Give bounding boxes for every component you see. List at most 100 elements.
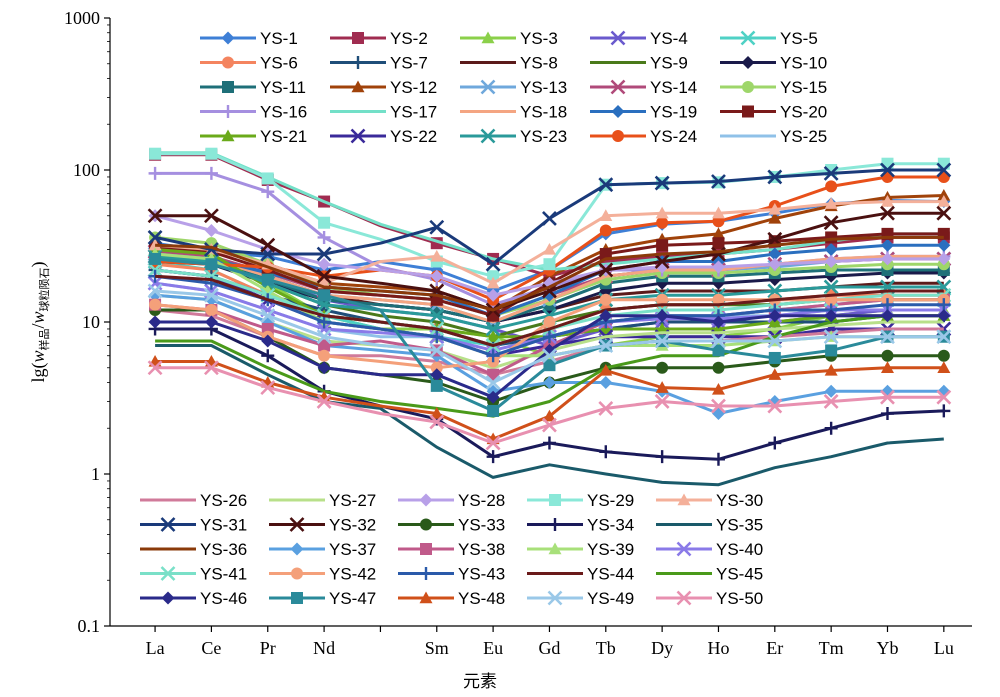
legend-entry-bg — [196, 125, 320, 147]
legend-label: YS-46 — [200, 589, 247, 608]
legend-entry-bg — [456, 76, 580, 98]
legend-marker — [480, 128, 496, 144]
legend-label: YS-23 — [520, 127, 567, 146]
data-point — [936, 162, 952, 178]
legend-entry-bg — [652, 538, 776, 560]
legend-entry-bg — [523, 562, 647, 585]
data-point — [430, 368, 444, 382]
legend-label: YS-25 — [780, 127, 827, 146]
data-point — [318, 349, 331, 362]
data-point — [203, 360, 219, 376]
legend-entry-bg — [586, 51, 710, 74]
legend-entry: YS-3 — [456, 27, 580, 49]
legend-label: YS-45 — [716, 565, 763, 584]
legend-entry-bg — [456, 51, 580, 74]
data-point — [824, 255, 838, 269]
legend-entry-bg — [456, 100, 580, 123]
legend-entry: YS-48 — [394, 587, 518, 609]
legend-label: YS-40 — [716, 540, 763, 559]
data-point — [429, 308, 445, 324]
x-tick-label: Gd — [538, 638, 560, 658]
legend-marker — [419, 591, 433, 604]
data-point — [149, 252, 162, 265]
data-point — [486, 288, 500, 302]
legend-entry: YS-7 — [326, 51, 450, 74]
series-ys-50 — [147, 360, 952, 451]
legend-label: YS-26 — [200, 491, 247, 510]
x-tick-label: Tm — [819, 638, 844, 658]
data-point — [318, 216, 331, 229]
legend-entry: YS-47 — [265, 587, 389, 609]
data-point — [711, 174, 726, 189]
legend-entry: YS-6 — [196, 51, 320, 74]
data-point — [654, 254, 670, 269]
legend-entry: YS-35 — [652, 513, 776, 536]
data-point — [712, 361, 725, 374]
data-point — [430, 249, 444, 262]
legend-label: YS-2 — [390, 29, 428, 48]
data-point — [260, 380, 276, 396]
data-point — [768, 202, 782, 215]
x-tick-label: Ce — [201, 638, 221, 658]
data-point — [937, 349, 950, 362]
legend-entry: YS-27 — [265, 489, 389, 511]
legend-marker — [351, 56, 365, 69]
data-point — [937, 361, 951, 373]
y-axis-title: lg(w样品/w球粒陨石) — [28, 261, 51, 382]
x-tick-label: Er — [766, 638, 783, 658]
legend-label: YS-4 — [650, 29, 688, 48]
data-point — [204, 315, 218, 329]
y-axis-title-part: lg( — [28, 363, 49, 383]
legend-label: YS-5 — [780, 29, 818, 48]
data-point — [881, 349, 894, 362]
y-axis-title-part: 球粒陨石 — [37, 267, 51, 311]
data-point — [485, 321, 501, 337]
legend-marker — [420, 518, 432, 531]
data-point — [260, 308, 276, 324]
data-point — [880, 162, 895, 178]
legend-entry-bg — [136, 538, 260, 560]
legend-marker — [676, 541, 692, 557]
legend-label: YS-42 — [329, 565, 376, 584]
data-point — [599, 209, 613, 221]
data-point — [937, 309, 951, 323]
data-point — [147, 208, 163, 224]
data-point — [768, 257, 782, 271]
data-point — [655, 450, 669, 464]
legend-marker — [291, 567, 303, 580]
data-point — [316, 268, 332, 284]
legend-label: YS-17 — [390, 103, 437, 122]
data-point — [768, 436, 782, 450]
legend-entry-bg — [456, 125, 580, 147]
legend-entry: YS-32 — [265, 513, 389, 536]
legend-marker — [610, 79, 626, 95]
legend-marker — [221, 31, 235, 45]
legend-entry-bg — [716, 125, 840, 147]
legend-label: YS-37 — [329, 540, 376, 559]
series-ys-49 — [147, 283, 952, 390]
data-point — [880, 329, 895, 345]
legend-marker — [420, 543, 432, 555]
legend-entry: YS-39 — [523, 538, 647, 560]
data-point — [149, 298, 162, 311]
legend-label: YS-33 — [458, 516, 505, 535]
data-point — [205, 258, 218, 271]
data-point — [824, 197, 838, 209]
data-point — [880, 298, 894, 312]
legend-marker — [160, 566, 176, 581]
data-point — [880, 238, 894, 252]
legend-entry-bg — [326, 100, 450, 123]
y-axis-title-part: w — [28, 351, 48, 363]
legend-entry: YS-23 — [456, 125, 580, 147]
data-point — [823, 279, 839, 295]
legend-marker — [481, 31, 495, 44]
legend-entry: YS-43 — [394, 562, 518, 585]
legend-marker — [350, 128, 366, 144]
series-line — [155, 314, 944, 418]
legend-entry: YS-41 — [136, 562, 260, 585]
data-point — [656, 216, 669, 229]
data-point — [543, 316, 556, 328]
data-point — [768, 368, 782, 380]
legend-marker — [611, 105, 625, 118]
data-point — [936, 329, 952, 345]
